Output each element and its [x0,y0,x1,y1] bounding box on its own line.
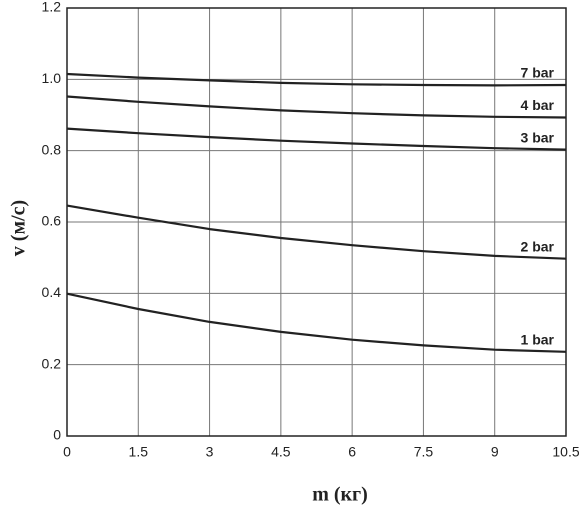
y-tick-label: 0.4 [42,284,62,300]
x-tick-label: 9 [491,444,499,460]
series-line [66,292,567,353]
y-tick-label: 0.8 [42,141,62,157]
series-label: 3 bar [521,129,555,145]
series-line [66,204,567,260]
plot-frame [66,7,567,437]
y-tick-label: 1.0 [42,70,62,86]
x-tick-label: 7.5 [414,444,434,460]
x-tick-label: 10.5 [552,444,579,460]
y-tick-label: 0.2 [42,355,62,371]
y-axis-label: v (м/с) [8,200,30,256]
x-axis-label: m (кг) [312,484,368,506]
x-tick-label: 4.5 [271,444,291,460]
series-label: 1 bar [521,332,555,348]
x-tick-label: 6 [348,444,356,460]
series-line [66,95,567,119]
x-tick-label: 3 [206,444,214,460]
series-line [66,72,567,87]
series-line [66,127,567,151]
y-tick-label: 0.6 [42,213,62,229]
series-label: 4 bar [521,97,555,113]
x-tick-label: 0 [63,444,71,460]
y-tick-label: 0 [53,427,61,443]
x-tick-label: 1.5 [129,444,149,460]
series-label: 7 bar [521,65,555,81]
y-tick-label: 1.2 [42,0,62,15]
series-label: 2 bar [521,238,555,254]
